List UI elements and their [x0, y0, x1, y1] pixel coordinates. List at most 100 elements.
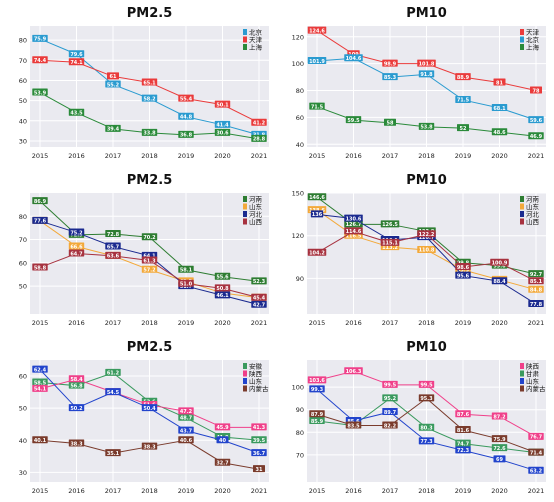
x-tick-label: 2021: [251, 152, 268, 160]
y-tick-label: 80: [19, 37, 27, 45]
legend-swatch: [520, 378, 524, 384]
data-label: 51.0: [180, 282, 193, 288]
data-label: 41.3: [253, 425, 266, 431]
data-label: 110.8: [419, 248, 435, 254]
x-tick-label: 2019: [455, 319, 472, 327]
y-tick-label: 50: [19, 405, 27, 413]
data-label: 126.7: [346, 222, 362, 228]
data-label: 88.4: [493, 279, 506, 285]
data-label-box: [107, 72, 119, 80]
y-tick-label: 70: [19, 57, 27, 65]
y-tick-label: 70: [19, 236, 27, 244]
x-tick-label: 2016: [68, 152, 85, 160]
data-label-box: [68, 404, 85, 412]
data-label: 54.1: [34, 387, 47, 393]
data-label: 61.2: [107, 371, 120, 377]
legend-swatch: [520, 196, 524, 202]
y-tick-label: 90: [296, 275, 304, 283]
data-label: 58.5: [34, 380, 47, 386]
data-label-box: [455, 73, 471, 81]
legend-swatch: [520, 385, 524, 392]
x-tick-label: 2018: [141, 487, 158, 495]
y-tick-label: 50: [19, 97, 27, 105]
data-label-box: [32, 34, 48, 42]
data-label: 95.3: [420, 396, 433, 402]
data-label: 63.6: [107, 254, 120, 260]
data-label: 100.9: [492, 261, 508, 267]
data-label: 72.6: [493, 446, 506, 452]
x-tick-label: 2015: [32, 319, 49, 327]
data-label: 55.6: [216, 275, 229, 281]
data-label: 52.3: [253, 279, 266, 285]
chart-title: PM10: [406, 340, 447, 355]
data-label-box: [344, 220, 363, 228]
data-label: 43.5: [70, 111, 83, 117]
data-label: 103.6: [309, 378, 325, 384]
data-label-box: [214, 272, 231, 280]
x-tick-label: 2018: [141, 152, 158, 160]
data-label-box: [141, 442, 158, 450]
data-label-box: [105, 242, 121, 250]
y-tick-label: 60: [19, 77, 27, 85]
data-label-box: [32, 56, 48, 64]
data-label: 124.6: [309, 28, 325, 34]
legend-swatch: [520, 363, 524, 369]
chart-6: 70 80 90 100 2015 2016 2017 2018 2019 2020 2021 PM1…: [292, 340, 546, 495]
data-label: 47.2: [180, 409, 193, 415]
data-label-box: [32, 216, 48, 224]
data-label-box: [68, 108, 85, 116]
x-tick-label: 2021: [528, 487, 545, 495]
legend-label: 天津: [249, 36, 263, 44]
data-label: 45.9: [216, 425, 229, 431]
data-label-box: [68, 58, 85, 66]
legend-label: 陕西: [249, 369, 263, 378]
data-label-box: [178, 279, 194, 287]
data-label-box: [309, 417, 325, 424]
data-label-box: [528, 300, 544, 308]
data-label: 46.9: [530, 134, 543, 140]
x-tick-label: 2016: [345, 319, 362, 327]
x-tick-label: 2019: [455, 487, 472, 495]
data-label: 50.2: [70, 406, 83, 412]
legend-swatch: [243, 370, 247, 377]
x-tick-label: 2018: [418, 319, 435, 327]
data-label: 126.5: [382, 222, 398, 228]
data-label-box: [491, 104, 508, 112]
data-label-box: [380, 238, 400, 246]
data-label: 104.6: [346, 56, 362, 62]
data-label: 40: [219, 438, 226, 444]
legend-swatch: [520, 203, 524, 210]
data-label-box: [251, 436, 267, 444]
data-label: 99.5: [420, 383, 433, 389]
data-label: 77.8: [530, 302, 543, 308]
x-tick-label: 2017: [105, 319, 122, 327]
data-label-box: [105, 251, 121, 259]
data-label-box: [382, 59, 398, 67]
legend-swatch: [520, 370, 524, 377]
chart-title: PM10: [406, 6, 447, 21]
x-tick-label: 2015: [32, 152, 49, 160]
data-label: 50.4: [143, 406, 156, 412]
data-label-box: [493, 455, 506, 463]
data-label: 115.1: [382, 241, 398, 247]
data-label-box: [251, 423, 267, 431]
data-label-box: [251, 293, 267, 301]
x-tick-label: 2017: [382, 487, 399, 495]
legend-label: 内蒙古: [526, 384, 546, 393]
data-label-box: [141, 233, 158, 241]
data-label: 53.8: [420, 125, 433, 131]
data-label-box: [457, 124, 469, 132]
data-label-box: [105, 124, 121, 132]
data-label-box: [214, 291, 231, 299]
legend-label: 河南: [526, 195, 540, 204]
y-tick-label: 40: [19, 117, 27, 125]
data-label: 80.3: [420, 426, 433, 432]
x-tick-label: 2018: [418, 487, 435, 495]
data-label-box: [418, 437, 435, 445]
data-label: 95.9: [457, 268, 470, 274]
data-label-box: [32, 384, 48, 392]
legend-swatch: [243, 203, 247, 210]
data-label: 106.3: [346, 369, 362, 375]
legend-swatch: [243, 36, 247, 43]
